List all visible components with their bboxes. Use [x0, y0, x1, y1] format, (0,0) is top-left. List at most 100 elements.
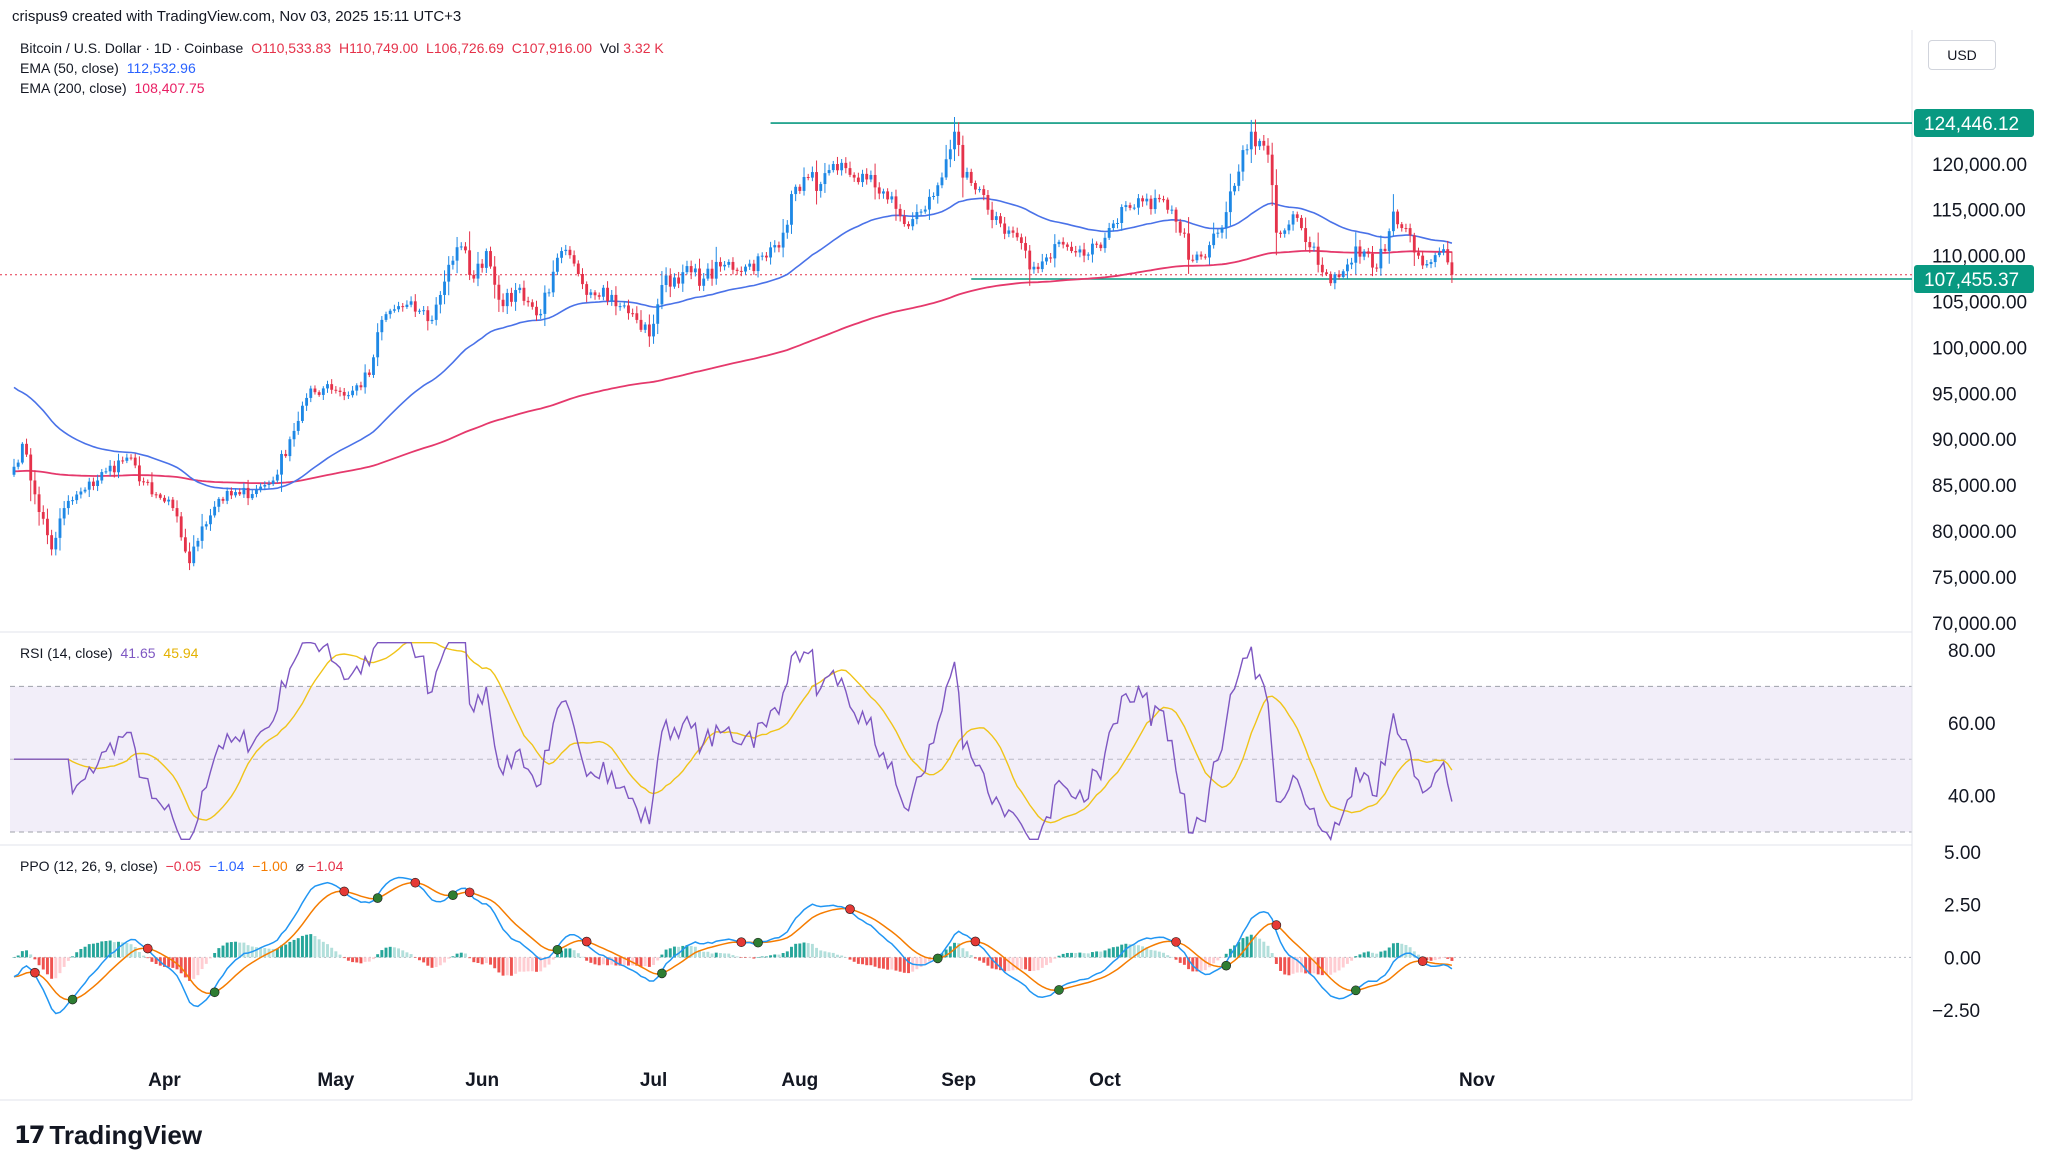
ppo-cross-marker — [372, 893, 383, 903]
candle-body — [585, 284, 589, 295]
candle-body — [806, 177, 810, 179]
ppo-histogram-bar — [443, 957, 447, 963]
ppo-histogram-bar — [1049, 957, 1053, 963]
candle-body — [781, 232, 785, 248]
candle — [961, 135, 965, 198]
candle — [154, 492, 158, 499]
currency-button[interactable]: USD — [1928, 40, 1996, 70]
ema200-legend[interactable]: EMA (200, close) 108,407.75 — [20, 80, 205, 96]
candle-body — [209, 515, 212, 525]
candle — [1254, 119, 1257, 155]
candle-body — [1304, 228, 1308, 243]
candle-body — [255, 489, 258, 495]
ppo-histogram-bar — [1391, 943, 1395, 958]
ppo-histogram-bar — [923, 957, 927, 965]
candle — [1070, 241, 1073, 254]
candle-body — [1233, 185, 1236, 192]
price-tick-label: 90,000.00 — [1932, 430, 2017, 451]
ppo-histogram-bar — [1124, 943, 1128, 958]
ppo-signal-value: −1.00 — [252, 858, 288, 874]
candle — [16, 459, 20, 470]
candle-body — [1111, 223, 1115, 229]
candle-body — [1061, 241, 1065, 245]
candle-body — [1396, 211, 1400, 225]
rsi-tick-label: 40.00 — [1948, 787, 1996, 808]
candle — [823, 162, 827, 193]
candle — [87, 477, 91, 498]
candle-body — [1007, 230, 1011, 234]
candle-body — [192, 546, 196, 564]
candle-body — [973, 182, 977, 190]
candle-body — [673, 277, 676, 287]
candle — [280, 450, 283, 492]
candle — [192, 535, 196, 567]
candle — [635, 306, 639, 324]
ppo-legend[interactable]: PPO (12, 26, 9, close) −0.05 −1.04 −1.00… — [20, 858, 343, 875]
ppo-histogram-bar — [25, 950, 29, 958]
candle — [1400, 222, 1404, 232]
ppo-histogram-bar — [309, 934, 313, 958]
candle — [46, 508, 49, 545]
candle — [50, 529, 54, 556]
ppo-histogram-bar — [112, 942, 116, 958]
candle — [902, 209, 906, 227]
candle — [852, 172, 856, 182]
candle-body — [652, 323, 655, 337]
candle — [1241, 145, 1245, 181]
candle — [1178, 218, 1182, 236]
ppo-histogram-bar — [330, 947, 334, 958]
ppo-histogram-bar — [1149, 949, 1153, 958]
candle — [234, 488, 237, 498]
candle — [873, 163, 877, 200]
price-tick-label: 85,000.00 — [1932, 476, 2017, 497]
candle-body — [873, 174, 877, 188]
candle-body — [112, 465, 116, 473]
candle-body — [564, 249, 568, 252]
ppo-histogram-bar — [434, 957, 438, 968]
tradingview-logo[interactable]: 𝟭𝟳 TradingView — [14, 1120, 202, 1151]
candle-body — [1287, 224, 1291, 231]
ema50-legend[interactable]: EMA (50, close) 112,532.96 — [20, 60, 196, 76]
candle — [597, 292, 601, 300]
candle — [309, 385, 313, 403]
brand-name: TradingView — [49, 1120, 203, 1150]
candle — [20, 442, 24, 465]
candle-body — [1337, 274, 1341, 278]
candle — [848, 161, 852, 178]
ppo-histogram-bar — [698, 950, 701, 958]
candle-body — [305, 397, 309, 406]
rsi-band — [10, 686, 1912, 832]
candle — [204, 521, 208, 530]
symbol-name[interactable]: Bitcoin / U.S. Dollar · 1D · Coinbase — [20, 40, 244, 56]
ppo-histogram-bar — [881, 957, 885, 969]
candle-body — [167, 499, 171, 502]
ema50-label: EMA (50, close) — [20, 60, 119, 76]
candle — [1437, 247, 1441, 258]
candle-body — [1258, 140, 1262, 147]
candle — [1274, 169, 1278, 256]
rsi-legend[interactable]: RSI (14, close) 41.65 45.94 — [20, 645, 198, 661]
ppo-histogram-bar — [62, 957, 66, 967]
ppo-histogram-bar — [869, 957, 873, 966]
candle-body — [840, 162, 844, 171]
candle — [163, 495, 166, 504]
ppo-cross-marker — [1350, 985, 1361, 996]
candle — [564, 244, 568, 256]
candle — [802, 167, 806, 196]
candle-body — [1274, 185, 1278, 233]
candle-body — [752, 263, 756, 272]
candle — [1174, 207, 1178, 233]
price-tick-label: 110,000.00 — [1932, 247, 2026, 268]
ppo-histogram-bar — [543, 957, 547, 968]
candle — [560, 247, 564, 264]
ppo-histogram-bar — [41, 957, 45, 970]
ppo-histogram-bar — [1195, 957, 1199, 972]
ppo-cross-marker — [845, 904, 855, 914]
ema-lines — [13, 197, 1453, 491]
ppo-histogram-bar — [647, 957, 651, 967]
candle — [1258, 138, 1262, 151]
ppo-histogram-bar — [1141, 946, 1145, 958]
candle-body — [1329, 273, 1333, 284]
chart-canvas[interactable]: 120,000.00 115,000.00 110,000.00 105,000.00… — [0, 0, 2048, 1110]
ppo-histogram-bar — [890, 957, 894, 970]
